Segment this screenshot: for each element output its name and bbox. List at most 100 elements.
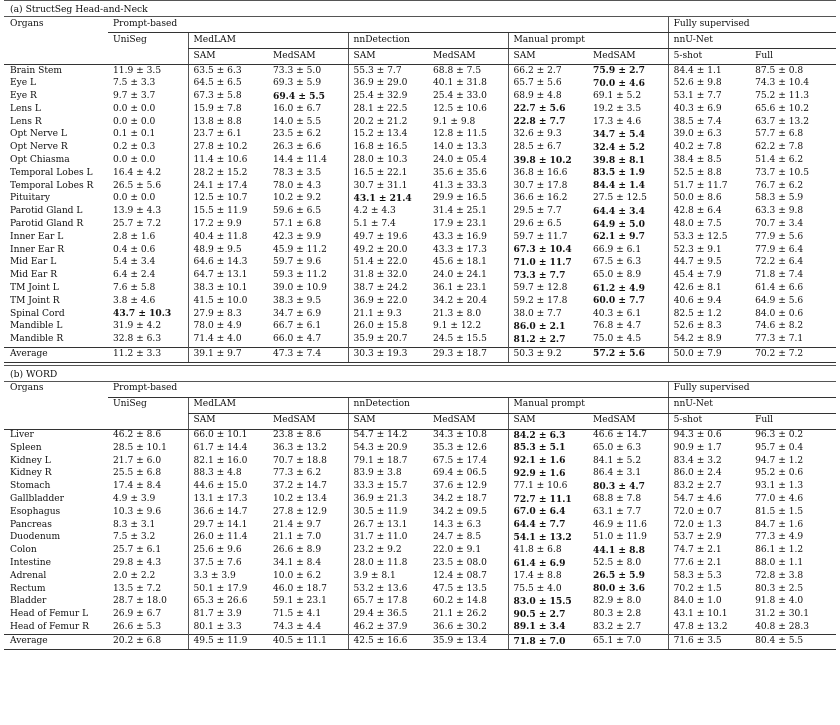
table-a: Organs Prompt-based Fully supervised UniSeg…	[4, 17, 837, 363]
value-cell: 71.8 ± 7.4	[755, 270, 804, 281]
organ-name: Esophagus	[10, 506, 61, 517]
best-value: 64.9 ± 5.0	[593, 218, 645, 230]
value-cell: 0.0 ± 0.0	[113, 155, 156, 166]
value-cell: 59.1 ± 23.1	[273, 596, 327, 607]
value-cell: 23.5 ± 6.2	[273, 129, 322, 140]
value-cell: 46.2 ± 37.9	[347, 621, 428, 635]
value-cell: 45.9 ± 11.2	[273, 244, 327, 255]
organ-name: Gallbladder	[10, 494, 65, 505]
value-cell: 83.2 ± 2.7	[667, 480, 751, 494]
value-cell: 63.7 ± 13.2	[755, 116, 809, 127]
value-cell: 45.4 ± 7.9	[667, 269, 751, 283]
value-cell: 75.2 ± 11.3	[755, 91, 809, 102]
value-cell: 70.2 ± 1.5	[667, 583, 751, 596]
table-row: Kidney R 25.5 ± 6.8 88.3 ± 4.8 77.3 ± 6.2 83…	[4, 467, 836, 481]
value-cell: 29.9 ± 16.5	[433, 193, 487, 204]
organ-name: Opt Nerve R	[10, 142, 68, 153]
value-cell: 43.3 ± 16.9	[433, 231, 487, 242]
value-cell: 41.8 ± 6.8	[507, 544, 588, 558]
value-cell: 40.6 ± 9.4	[667, 295, 751, 309]
table-row: Opt Chiasma 0.0 ± 0.0 11.4 ± 10.6 14.4 ± 11…	[4, 154, 836, 168]
value-cell: 34.2 ± 20.4	[433, 295, 487, 306]
col-medlam-sam-header: SAM	[187, 48, 268, 65]
value-cell: 64.4 ± 3.4	[588, 206, 668, 219]
table-a-caption: (a) StructSeg Head-and-Neck	[4, 0, 836, 17]
value-cell: 68.8 ± 7.8	[593, 494, 642, 505]
value-cell: 78.0 ± 4.3	[273, 180, 322, 191]
organs-header: Organs	[10, 383, 44, 394]
table-row: Lens L 0.0 ± 0.0 15.9 ± 7.8 16.0 ± 6.7 28.1 …	[4, 103, 836, 117]
value-cell: 7.5 ± 3.3	[113, 78, 156, 89]
value-cell: 74.7 ± 2.1	[667, 544, 751, 558]
best-value: 64.4 ± 7.7	[513, 519, 566, 531]
value-cell: 51.4 ± 22.0	[347, 256, 428, 270]
header-row-methods: UniSeg MedLAM nnDetection Manual prompt nnU-…	[4, 32, 837, 49]
value-cell: 21.3 ± 8.0	[433, 308, 482, 319]
value-cell: 4.9 ± 3.9	[113, 494, 156, 505]
value-cell: 5.4 ± 3.4	[113, 257, 156, 268]
value-cell: 17.4 ± 8.4	[113, 481, 162, 492]
value-cell: 59.3 ± 11.2	[273, 270, 327, 281]
value-cell: 67.0 ± 6.4	[507, 506, 588, 520]
value-cell: 80.3 ± 2.8	[593, 609, 642, 620]
table-row: Intestine 29.8 ± 4.3 37.5 ± 7.6 34.1 ± 8.4 2…	[4, 557, 836, 571]
organ-name: Brain Stem	[10, 65, 62, 76]
value-cell: 37.2 ± 14.7	[273, 481, 327, 492]
value-cell: 70.7 ± 3.4	[755, 219, 804, 230]
value-cell: 11.2 ± 3.3	[108, 346, 188, 363]
table-row: Temporal Lobes L 16.4 ± 4.2 28.2 ± 15.2 78.…	[4, 167, 836, 181]
value-cell: 31.4 ± 25.1	[433, 206, 487, 217]
value-cell: 14.0 ± 5.5	[273, 116, 322, 127]
value-cell: 25.6 ± 9.6	[187, 544, 268, 558]
value-cell: 62.1 ± 9.7	[588, 231, 668, 244]
value-cell: 23.7 ± 6.1	[187, 128, 268, 142]
value-cell: 70.7 ± 18.8	[273, 455, 327, 466]
value-cell: 29.8 ± 4.3	[113, 558, 162, 568]
value-cell: 83.5 ± 1.9	[588, 167, 668, 180]
organ-name: Head of Femur R	[10, 621, 89, 632]
value-cell: 20.2 ± 21.2	[347, 116, 428, 129]
best-value: 44.1 ± 8.8	[593, 544, 645, 556]
best-value: 39.8 ± 8.1	[593, 154, 645, 166]
value-cell: 22.7 ± 5.6	[507, 103, 588, 117]
empty-cell	[4, 48, 108, 65]
value-cell: 65.0 ± 8.9	[593, 270, 642, 281]
value-cell: 60.0 ± 7.7	[588, 295, 668, 308]
value-cell: 26.6 ± 5.3	[113, 621, 162, 632]
value-cell: 70.0 ± 4.6	[588, 78, 668, 91]
table-row: TM Joint R 3.8 ± 4.6 41.5 ± 10.0 38.3 ± 9.5…	[4, 295, 836, 309]
value-cell: 36.9 ± 21.3	[347, 493, 428, 507]
value-cell: 92.9 ± 1.6	[507, 467, 588, 481]
value-cell: 0.2 ± 0.3	[113, 142, 156, 153]
value-cell: 51.0 ± 11.9	[593, 532, 647, 543]
value-cell: 34.3 ± 10.8	[433, 430, 487, 441]
value-cell: 44.6 ± 15.0	[187, 480, 268, 494]
table-row: Liver 46.2 ± 8.6 66.0 ± 10.1 23.8 ± 8.6 54.7…	[4, 429, 836, 443]
best-value: 92.1 ± 1.6	[513, 455, 566, 467]
organ-name: Inner Ear L	[10, 231, 64, 242]
value-cell: 22.8 ± 7.7	[507, 116, 588, 129]
group-prompt-based-header: Prompt-based	[108, 381, 669, 398]
value-cell: 84.4 ± 1.1	[667, 64, 751, 78]
value-cell: 66.2 ± 2.7	[507, 64, 588, 78]
col-medlam-sam-header: SAM	[187, 413, 268, 430]
value-cell: 43.3 ± 17.3	[433, 244, 487, 255]
value-cell: 27.5 ± 12.5	[593, 193, 647, 204]
value-cell: 66.0 ± 10.1	[187, 429, 268, 443]
value-cell: 64.9 ± 5.6	[755, 295, 804, 306]
best-value: 90.5 ± 2.7	[513, 608, 566, 620]
organ-name: TM Joint R	[10, 295, 60, 306]
value-cell: 29.7 ± 14.1	[187, 519, 268, 532]
value-cell: 96.3 ± 0.2	[755, 430, 804, 441]
value-cell: 12.5 ± 10.6	[433, 103, 487, 114]
value-cell: 73.7 ± 10.5	[755, 167, 809, 178]
best-value: 57.2 ± 5.6	[593, 348, 645, 360]
value-cell: 10.3 ± 9.6	[113, 506, 162, 517]
best-value: 73.3 ± 7.7	[513, 269, 566, 281]
value-cell: 10.2 ± 9.2	[273, 193, 322, 204]
value-cell: 63.3 ± 9.8	[755, 206, 804, 217]
value-cell: 9.1 ± 12.2	[433, 321, 482, 332]
value-cell: 34.2 ± 09.5	[433, 506, 487, 517]
value-cell: 26.5 ± 5.6	[113, 180, 162, 191]
value-cell: 43.1 ± 21.4	[347, 192, 428, 206]
